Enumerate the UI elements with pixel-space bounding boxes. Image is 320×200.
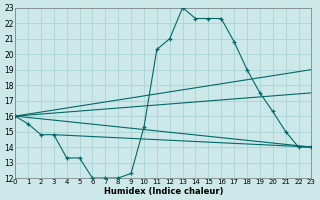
X-axis label: Humidex (Indice chaleur): Humidex (Indice chaleur) xyxy=(104,187,223,196)
